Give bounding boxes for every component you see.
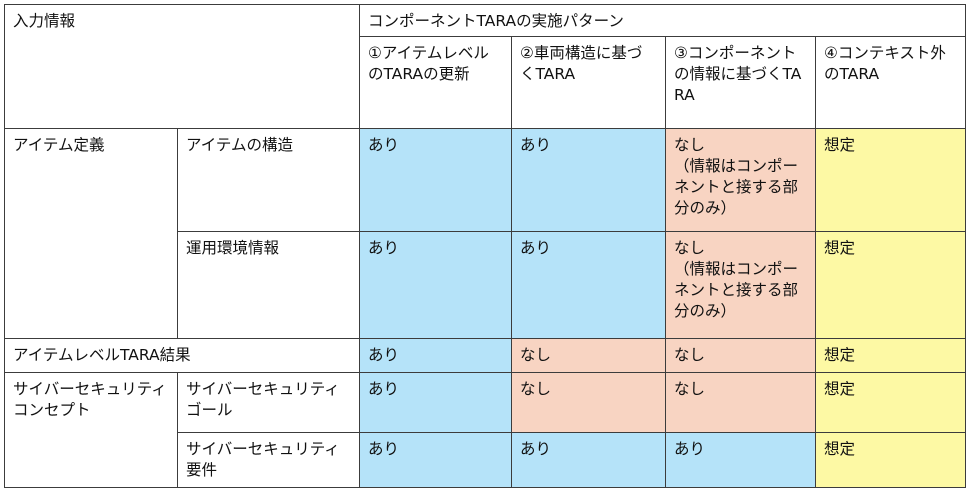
- header-pattern-4: ④コンテキスト外のTARA: [815, 36, 966, 129]
- cell-goal-p1: あり: [359, 372, 512, 433]
- row-group-item-definition: アイテム定義: [4, 128, 178, 339]
- cell-requirements-p3: あり: [665, 432, 816, 488]
- tara-pattern-table: 入力情報 コンポーネントTARAの実施パターン ①アイテムレベルのTARAの更新…: [4, 4, 966, 488]
- header-pattern-title: コンポーネントTARAの実施パターン: [359, 4, 966, 37]
- cell-structure-p2: あり: [511, 128, 666, 232]
- row-item-level-tara-results: アイテムレベルTARA結果: [4, 338, 360, 373]
- cell-structure-p4: 想定: [815, 128, 966, 232]
- cell-requirements-p1: あり: [359, 432, 512, 488]
- cell-goal-p3: なし: [665, 372, 816, 433]
- row-group-cybersecurity-concept: サイバーセキュリティコンセプト: [4, 372, 178, 488]
- cell-goal-p2: なし: [511, 372, 666, 433]
- cell-tara-results-p4: 想定: [815, 338, 966, 373]
- cell-goal-p4: 想定: [815, 372, 966, 433]
- cell-tara-results-p2: なし: [511, 338, 666, 373]
- cell-requirements-p2: あり: [511, 432, 666, 488]
- cell-environment-p1: あり: [359, 231, 512, 339]
- row-item-structure: アイテムの構造: [177, 128, 360, 232]
- cell-tara-results-p3: なし: [665, 338, 816, 373]
- cell-tara-results-p1: あり: [359, 338, 512, 373]
- cell-environment-p4: 想定: [815, 231, 966, 339]
- row-cybersecurity-requirements: サイバーセキュリティ要件: [177, 432, 360, 488]
- cell-environment-p2: あり: [511, 231, 666, 339]
- cell-structure-p1: あり: [359, 128, 512, 232]
- cell-structure-p3: なし （情報はコンポーネントと接する部分のみ）: [665, 128, 816, 232]
- header-input-info: 入力情報: [4, 4, 360, 129]
- header-pattern-3: ③コンポーネントの情報に基づくTARA: [665, 36, 816, 129]
- header-pattern-2: ②車両構造に基づくTARA: [511, 36, 666, 129]
- row-cybersecurity-goal: サイバーセキュリティゴール: [177, 372, 360, 433]
- row-operational-environment: 運用環境情報: [177, 231, 360, 339]
- cell-environment-p3: なし （情報はコンポーネントと接する部分のみ）: [665, 231, 816, 339]
- header-pattern-1: ①アイテムレベルのTARAの更新: [359, 36, 512, 129]
- cell-requirements-p4: 想定: [815, 432, 966, 488]
